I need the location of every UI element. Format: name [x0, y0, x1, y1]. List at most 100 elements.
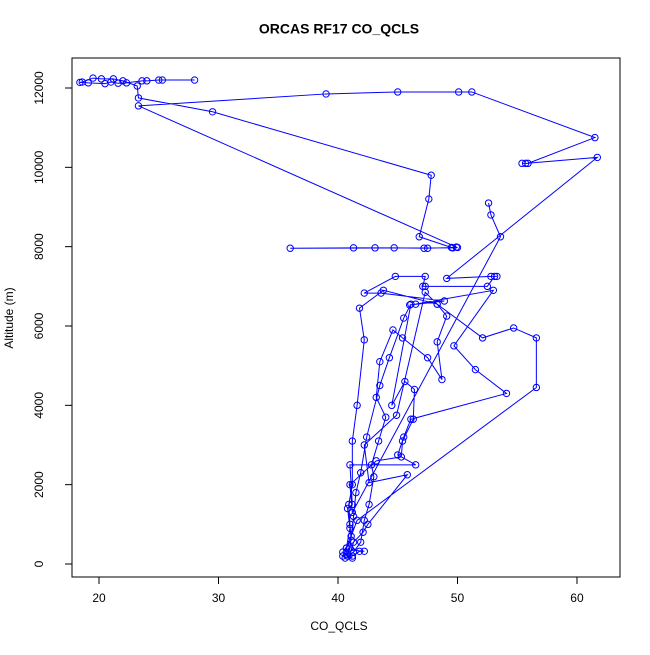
- data-point: [490, 272, 499, 281]
- data-point: [471, 365, 480, 374]
- data-point: [343, 504, 352, 513]
- data-point: [374, 437, 383, 445]
- data-point: [347, 532, 355, 540]
- data-point: [411, 300, 420, 308]
- data-point: [155, 76, 163, 84]
- data-point: [518, 159, 526, 168]
- data-point: [353, 401, 361, 410]
- data-point: [372, 457, 380, 465]
- data-point: [532, 383, 541, 392]
- data-point: [97, 75, 106, 83]
- data-point: [484, 199, 493, 207]
- data-point: [349, 512, 358, 521]
- data-point: [133, 82, 141, 90]
- data-point: [440, 297, 449, 305]
- y-axis-label: Altitude (m): [2, 287, 16, 348]
- data-point: [438, 375, 446, 384]
- data-point: [365, 500, 373, 509]
- data-point: [398, 334, 407, 342]
- data-point: [346, 520, 354, 529]
- data-point: [493, 272, 501, 281]
- data-point: [397, 453, 406, 461]
- y-tick-label: 0: [32, 560, 46, 567]
- data-point: [521, 159, 530, 168]
- data-point: [101, 79, 109, 88]
- data-point: [398, 437, 407, 445]
- data-point: [390, 244, 398, 252]
- data-point: [421, 288, 429, 296]
- data-point: [433, 300, 441, 308]
- x-tick-label: 30: [212, 591, 226, 605]
- data-point: [134, 102, 143, 110]
- data-point: [478, 334, 487, 342]
- data-point: [400, 433, 408, 441]
- data-point: [376, 357, 384, 366]
- data-point: [365, 478, 373, 487]
- data-point: [138, 77, 146, 85]
- data-point: [347, 536, 355, 544]
- data-point: [339, 552, 347, 560]
- data-point: [509, 324, 518, 332]
- data-point: [394, 88, 402, 96]
- y-tick-label: 10000: [32, 150, 46, 184]
- data-point: [349, 244, 358, 252]
- data-point: [419, 282, 427, 291]
- data-point: [593, 153, 601, 162]
- data-point: [343, 552, 352, 560]
- data-line: [79, 77, 599, 559]
- data-point: [143, 77, 151, 85]
- data-point: [109, 75, 118, 83]
- data-point: [348, 500, 357, 509]
- data-point: [496, 233, 505, 241]
- x-tick-label: 60: [570, 591, 584, 605]
- data-point: [388, 401, 396, 410]
- data-point: [423, 354, 432, 362]
- data-point: [391, 272, 400, 281]
- data-point: [346, 544, 354, 552]
- data-point: [379, 286, 388, 294]
- chart-title: ORCAS RF17 CO_QCLS: [259, 21, 419, 37]
- data-point: [286, 244, 294, 252]
- data-point: [443, 312, 451, 320]
- data-point: [532, 334, 541, 342]
- data-point: [487, 211, 495, 219]
- data-point: [382, 413, 390, 421]
- data-point: [407, 300, 415, 308]
- data-point: [450, 342, 458, 350]
- data-point: [339, 548, 347, 556]
- y-tick-label: 12000: [32, 71, 46, 105]
- plot-frame: [71, 57, 621, 578]
- data-point: [346, 480, 354, 489]
- data-point: [356, 469, 365, 477]
- data-point: [389, 326, 397, 334]
- data-point: [407, 415, 415, 423]
- data-point: [449, 244, 457, 252]
- y-tick-label: 6000: [32, 312, 46, 339]
- data-point: [78, 78, 86, 86]
- data-point: [371, 244, 379, 252]
- x-axis-label: CO_QCLS: [310, 619, 367, 633]
- data-point: [425, 195, 433, 203]
- y-tick-label: 8000: [32, 233, 46, 260]
- data-point: [454, 88, 463, 96]
- data-point: [356, 538, 365, 546]
- data-point: [322, 90, 330, 98]
- data-point: [452, 243, 460, 251]
- data-point: [360, 441, 368, 449]
- data-point: [360, 336, 368, 344]
- data-point: [410, 385, 419, 394]
- x-tick-label: 50: [451, 591, 465, 605]
- data-point: [385, 354, 394, 362]
- data-point: [347, 546, 355, 554]
- data-point: [433, 338, 441, 346]
- data-point: [403, 471, 412, 479]
- data-point: [359, 528, 367, 536]
- data-point: [376, 381, 384, 390]
- data-point: [409, 415, 417, 423]
- data-point: [122, 79, 131, 87]
- data-point: [591, 133, 599, 142]
- data-point: [362, 433, 371, 441]
- data-point: [360, 547, 368, 555]
